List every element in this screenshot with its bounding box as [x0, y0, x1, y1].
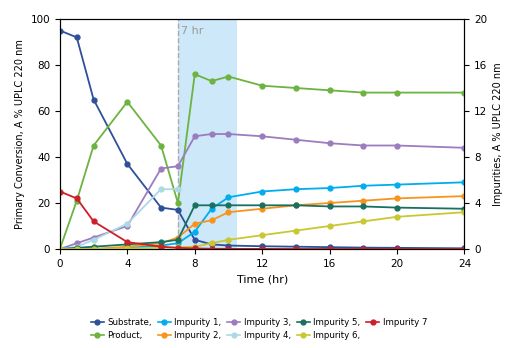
Legend: Substrate,, Product,, Impurity 1,, Impurity 2,, Impurity 3,, Impurity 4,, Impuri: Substrate,, Product,, Impurity 1,, Impur…: [88, 315, 430, 344]
X-axis label: Time (hr): Time (hr): [237, 274, 288, 284]
Bar: [178, 19, 237, 249]
Text: 7 hr: 7 hr: [181, 26, 204, 36]
Y-axis label: Impurities, A % UPLC 220 nm: Impurities, A % UPLC 220 nm: [493, 62, 503, 206]
Y-axis label: Primary Conversion, A % UPLC 220 nm: Primary Conversion, A % UPLC 220 nm: [15, 39, 25, 229]
